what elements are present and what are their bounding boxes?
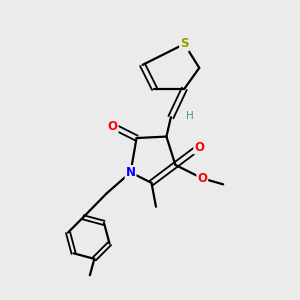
Text: O: O xyxy=(194,140,204,154)
Text: S: S xyxy=(180,38,189,50)
Text: O: O xyxy=(197,172,207,185)
Text: H: H xyxy=(186,111,194,121)
Text: N: N xyxy=(126,166,136,179)
Text: O: O xyxy=(108,120,118,133)
